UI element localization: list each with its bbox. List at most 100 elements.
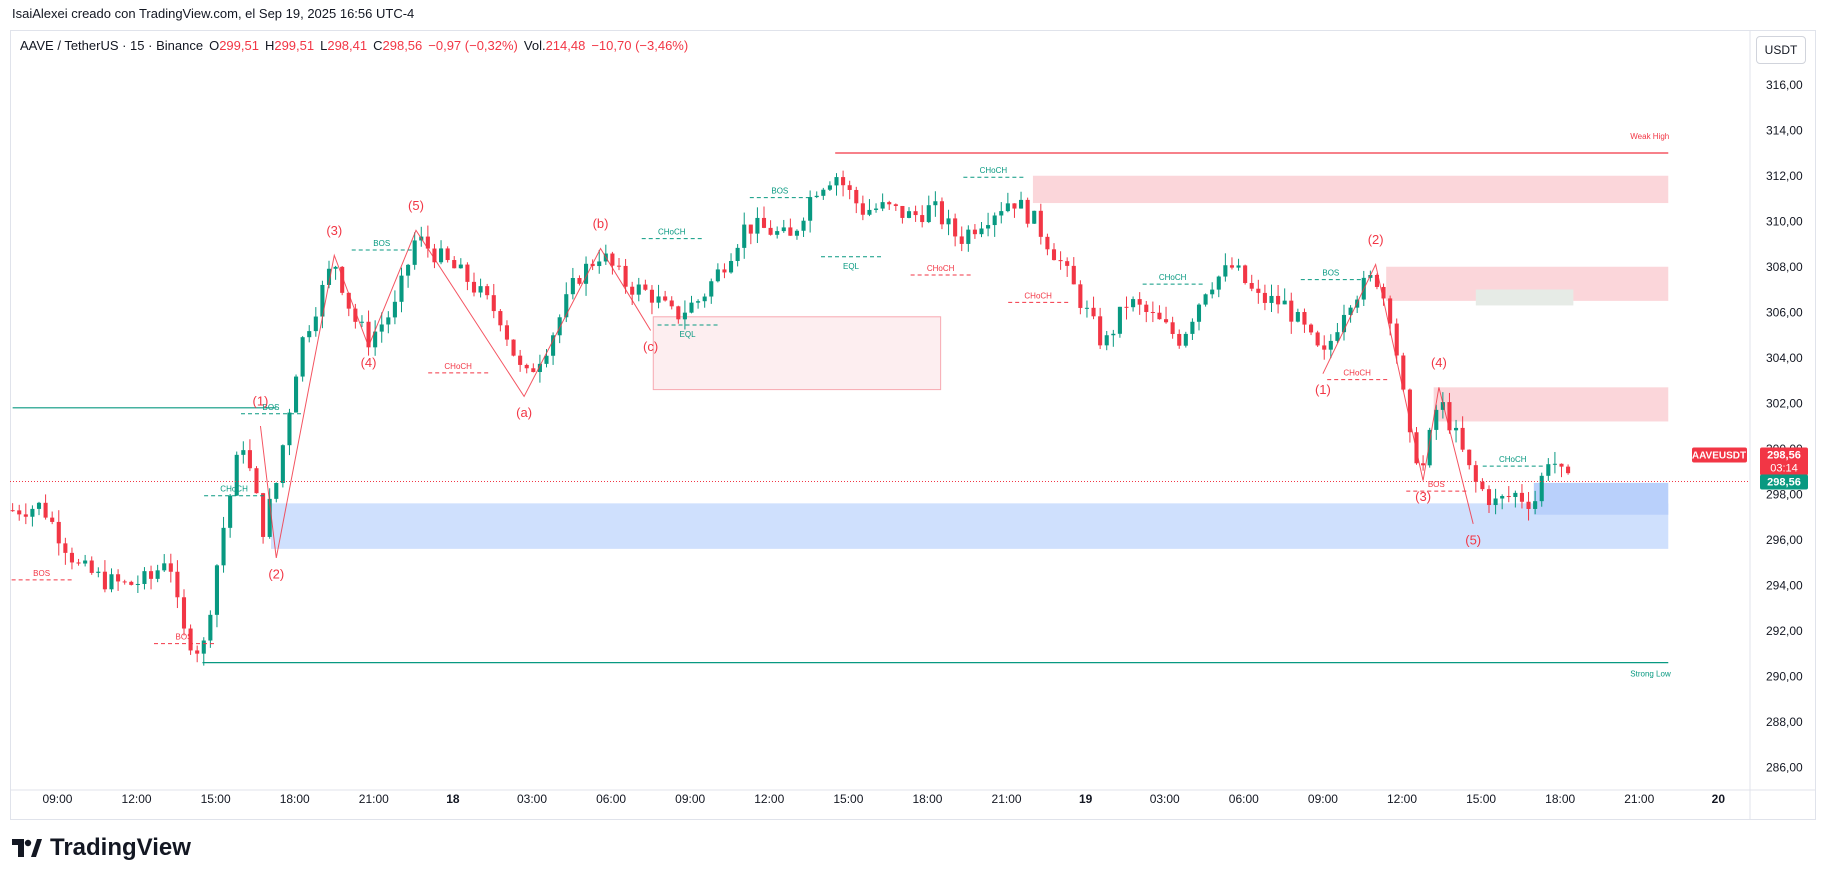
candle-body bbox=[808, 197, 813, 221]
candle-body bbox=[346, 292, 351, 309]
candle-body bbox=[854, 189, 859, 204]
candle-body bbox=[1427, 429, 1432, 466]
structure-label: BOS bbox=[373, 239, 390, 248]
candle-body bbox=[1177, 333, 1182, 346]
candle-body bbox=[1223, 265, 1228, 277]
candle-body bbox=[1038, 210, 1043, 237]
candle-body bbox=[1295, 312, 1300, 322]
candle-body bbox=[524, 364, 529, 369]
candle-body bbox=[696, 301, 701, 303]
legend-open-label: O bbox=[209, 38, 220, 53]
candle-body bbox=[966, 229, 971, 244]
candle-body bbox=[353, 308, 358, 322]
legend-close-label: C bbox=[373, 38, 383, 53]
x-tick-label: 21:00 bbox=[992, 792, 1022, 806]
structure-label: BOS bbox=[771, 187, 788, 196]
candle-body bbox=[1414, 432, 1419, 464]
candle-body bbox=[630, 286, 635, 295]
candle-body bbox=[36, 502, 42, 509]
candle-body bbox=[821, 189, 826, 196]
candle-body bbox=[1005, 203, 1010, 212]
candle-body bbox=[280, 445, 285, 483]
candle-body bbox=[373, 331, 378, 348]
candle-body bbox=[149, 571, 154, 579]
y-tick-label: 296,00 bbox=[1766, 533, 1803, 547]
y-tick-label: 302,00 bbox=[1766, 396, 1803, 410]
candle-body bbox=[551, 335, 556, 356]
candle-body bbox=[1157, 312, 1162, 320]
candle-body bbox=[1500, 496, 1505, 499]
candle-body bbox=[781, 227, 786, 232]
candle-body bbox=[887, 202, 892, 205]
legend-close-value: 298,56 bbox=[382, 38, 423, 53]
legend-high-label: H bbox=[264, 38, 275, 53]
candle-body bbox=[228, 495, 233, 528]
candle-body bbox=[570, 277, 575, 295]
candle-body bbox=[1519, 492, 1524, 502]
y-tick-label: 304,00 bbox=[1766, 351, 1803, 365]
legend-low-value: 298,41 bbox=[327, 38, 368, 53]
structure-label: CHoCH bbox=[1024, 291, 1052, 300]
candle-body bbox=[129, 581, 134, 585]
x-tick-label: 12:00 bbox=[754, 792, 784, 806]
candle-body bbox=[30, 508, 35, 517]
candle-body bbox=[221, 527, 226, 566]
candle-body bbox=[926, 205, 931, 223]
x-tick-label: 21:00 bbox=[1624, 792, 1654, 806]
candle-body bbox=[1210, 289, 1215, 295]
candle-body bbox=[254, 468, 259, 494]
candle-body bbox=[1559, 463, 1564, 467]
structure-label: CHoCH bbox=[444, 362, 472, 371]
y-tick-label: 294,00 bbox=[1766, 578, 1803, 592]
candle-body bbox=[1269, 295, 1274, 303]
structure-label: BOS bbox=[1428, 480, 1445, 489]
candle-body bbox=[709, 281, 714, 297]
wave-label: (2) bbox=[1368, 232, 1384, 247]
candle-body bbox=[1401, 355, 1406, 390]
price-tag-secondary-value: 298,56 bbox=[1767, 477, 1801, 489]
candle-body bbox=[1335, 332, 1340, 341]
legend-symbol[interactable]: AAVE / TetherUS · 15 · Binance bbox=[20, 38, 204, 53]
tradingview-logo-icon bbox=[12, 839, 42, 857]
candle-body bbox=[1341, 314, 1347, 333]
structure-label: BOS bbox=[176, 633, 193, 642]
y-tick-label: 312,00 bbox=[1766, 169, 1803, 183]
candle-body bbox=[1473, 465, 1478, 482]
candle-body bbox=[1539, 475, 1544, 502]
currency-button[interactable]: USDT bbox=[1756, 36, 1806, 64]
wave-label: (4) bbox=[361, 355, 377, 370]
candle-body bbox=[729, 260, 734, 273]
candle-body bbox=[439, 248, 444, 263]
candle-body bbox=[267, 498, 272, 537]
candle-body bbox=[1315, 332, 1320, 346]
candle-body bbox=[294, 376, 299, 413]
candle-body bbox=[1229, 265, 1234, 268]
candle-body bbox=[471, 281, 477, 293]
y-tick-label: 314,00 bbox=[1766, 123, 1803, 137]
candle-body bbox=[788, 227, 793, 236]
candle-body bbox=[1012, 203, 1017, 209]
candle-body bbox=[1566, 466, 1571, 474]
candle-body bbox=[992, 215, 997, 226]
candle-body bbox=[841, 177, 846, 186]
legend-open-value: 299,51 bbox=[219, 38, 259, 53]
candle-body bbox=[584, 263, 589, 284]
candle-body bbox=[300, 337, 305, 377]
legend-change: −0,97 (−0,32%) bbox=[428, 38, 518, 53]
candle-body bbox=[1091, 307, 1096, 317]
wave-label: (5) bbox=[1465, 532, 1481, 547]
candle-body bbox=[557, 317, 562, 336]
candle-body bbox=[906, 211, 912, 218]
wave-label: (5) bbox=[408, 198, 424, 213]
candle-body bbox=[959, 236, 964, 244]
structure-label: CHoCH bbox=[1343, 369, 1371, 378]
candle-body bbox=[1249, 283, 1254, 289]
structure-label: EQL bbox=[680, 330, 697, 339]
candle-body bbox=[1421, 463, 1426, 466]
candle-body bbox=[1065, 261, 1070, 266]
candle-body bbox=[458, 264, 463, 269]
candle-body bbox=[649, 289, 654, 303]
candle-body bbox=[1203, 294, 1208, 305]
candle-body bbox=[102, 571, 107, 590]
